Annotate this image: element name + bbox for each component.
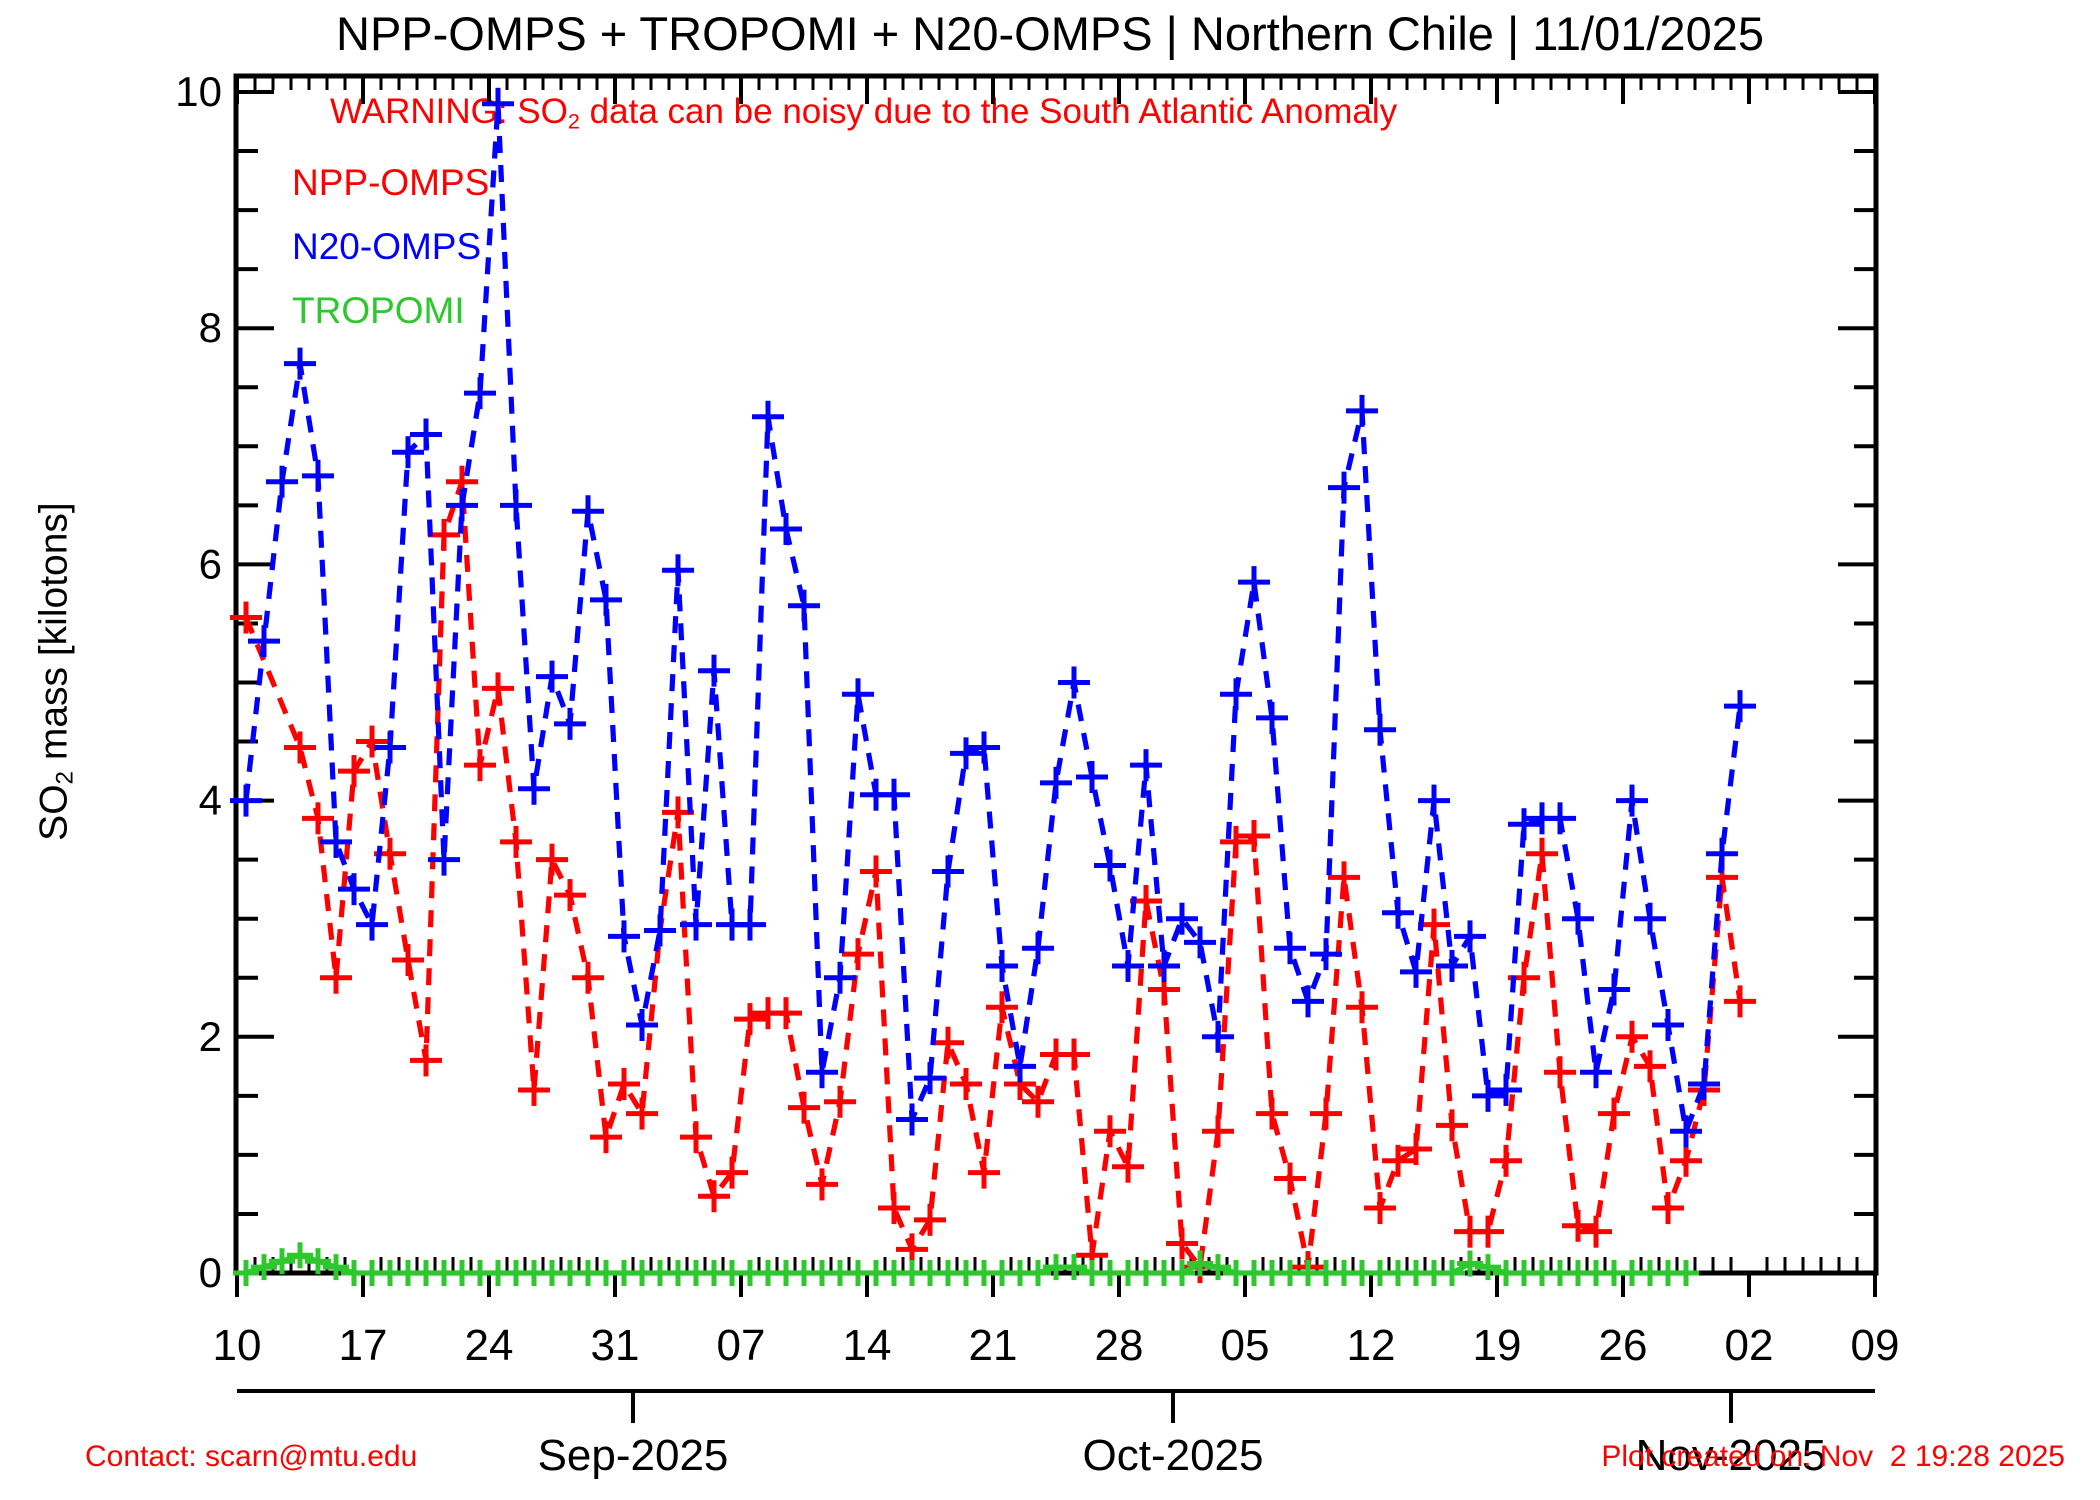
svg-text:17: 17 bbox=[339, 1321, 388, 1370]
svg-text:Oct-2025: Oct-2025 bbox=[1083, 1431, 1264, 1480]
svg-text:07: 07 bbox=[717, 1321, 766, 1370]
svg-text:31: 31 bbox=[591, 1321, 640, 1370]
svg-text:6: 6 bbox=[199, 540, 222, 587]
legend-item-n20-omps: N20-OMPS bbox=[292, 226, 482, 267]
svg-text:05: 05 bbox=[1221, 1321, 1270, 1370]
svg-text:26: 26 bbox=[1599, 1321, 1648, 1370]
svg-text:Sep-2025: Sep-2025 bbox=[538, 1431, 729, 1480]
svg-text:0: 0 bbox=[199, 1249, 222, 1296]
svg-text:14: 14 bbox=[843, 1321, 892, 1370]
page-title: NPP-OMPS + TROPOMI + N20-OMPS | Northern… bbox=[336, 7, 1764, 60]
legend-item-tropomi: TROPOMI bbox=[292, 290, 465, 331]
svg-text:12: 12 bbox=[1347, 1321, 1396, 1370]
svg-text:21: 21 bbox=[969, 1321, 1018, 1370]
svg-text:Nov-2025: Nov-2025 bbox=[1636, 1431, 1827, 1480]
svg-text:19: 19 bbox=[1473, 1321, 1522, 1370]
svg-text:10: 10 bbox=[175, 68, 222, 115]
svg-text:09: 09 bbox=[1851, 1321, 1900, 1370]
svg-text:2: 2 bbox=[199, 1013, 222, 1060]
plot-created-text: Plot created on: Nov 2 19:28 2025 bbox=[1601, 1440, 2065, 1473]
svg-text:8: 8 bbox=[199, 304, 222, 351]
contact-text: Contact: scarn@mtu.edu bbox=[85, 1440, 418, 1473]
svg-text:28: 28 bbox=[1095, 1321, 1144, 1370]
svg-text:24: 24 bbox=[465, 1321, 514, 1370]
svg-text:10: 10 bbox=[213, 1321, 262, 1370]
legend-item-npp-omps: NPP-OMPS bbox=[292, 162, 490, 203]
svg-text:02: 02 bbox=[1725, 1321, 1774, 1370]
svg-text:4: 4 bbox=[199, 777, 222, 824]
